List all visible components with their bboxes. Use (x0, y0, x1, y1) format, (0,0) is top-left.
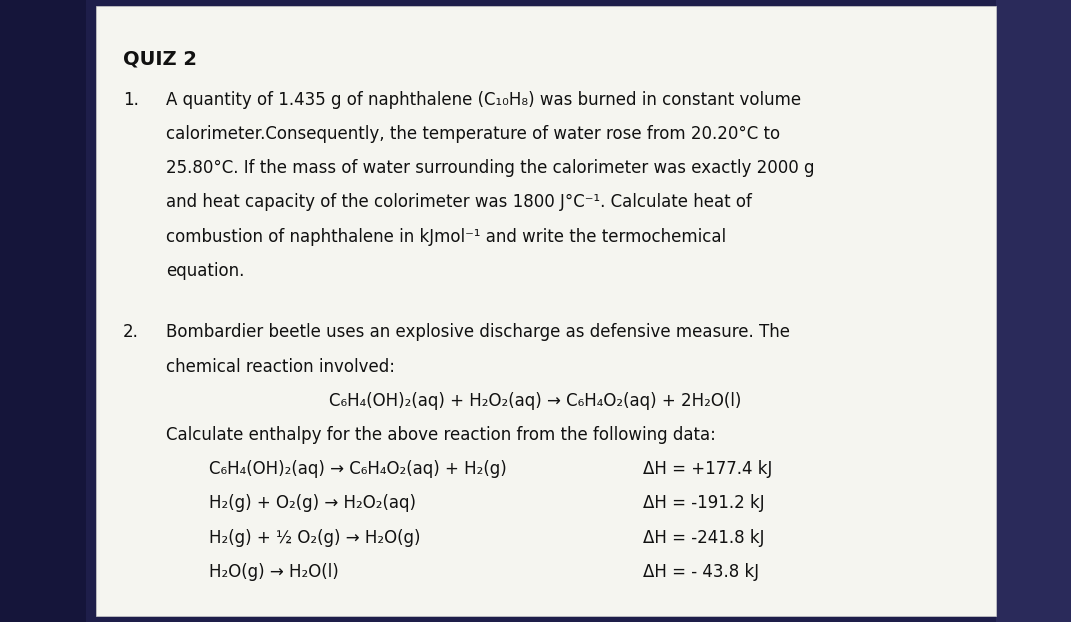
Text: C₆H₄(OH)₂(aq) → C₆H₄O₂(aq) + H₂(g): C₆H₄(OH)₂(aq) → C₆H₄O₂(aq) + H₂(g) (209, 460, 507, 478)
Text: Bombardier beetle uses an explosive discharge as defensive measure. The: Bombardier beetle uses an explosive disc… (166, 323, 790, 341)
Polygon shape (0, 0, 86, 622)
Text: A quantity of 1.435 g of naphthalene (C₁₀H₈) was burned in constant volume: A quantity of 1.435 g of naphthalene (C₁… (166, 91, 801, 109)
Text: ΔH = - 43.8 kJ: ΔH = - 43.8 kJ (643, 563, 758, 581)
Text: combustion of naphthalene in kJmol⁻¹ and write the termochemical: combustion of naphthalene in kJmol⁻¹ and… (166, 228, 726, 246)
Text: ΔH = -191.2 kJ: ΔH = -191.2 kJ (643, 494, 765, 513)
Text: chemical reaction involved:: chemical reaction involved: (166, 358, 395, 376)
Text: 2.: 2. (123, 323, 139, 341)
Text: and heat capacity of the colorimeter was 1800 J°C⁻¹. Calculate heat of: and heat capacity of the colorimeter was… (166, 193, 752, 211)
Text: calorimeter.Consequently, the temperature of water rose from 20.20°C to: calorimeter.Consequently, the temperatur… (166, 125, 780, 143)
Text: H₂(g) + ½ O₂(g) → H₂O(g): H₂(g) + ½ O₂(g) → H₂O(g) (209, 529, 420, 547)
Polygon shape (996, 0, 1071, 622)
Text: 25.80°C. If the mass of water surrounding the calorimeter was exactly 2000 g: 25.80°C. If the mass of water surroundin… (166, 159, 815, 177)
FancyBboxPatch shape (96, 6, 996, 616)
Text: H₂(g) + O₂(g) → H₂O₂(aq): H₂(g) + O₂(g) → H₂O₂(aq) (209, 494, 416, 513)
Text: ΔH = -241.8 kJ: ΔH = -241.8 kJ (643, 529, 764, 547)
Text: 1.: 1. (123, 91, 139, 109)
Text: Calculate enthalpy for the above reaction from the following data:: Calculate enthalpy for the above reactio… (166, 426, 715, 444)
Text: ΔH = +177.4 kJ: ΔH = +177.4 kJ (643, 460, 772, 478)
Text: C₆H₄(OH)₂(aq) + H₂O₂(aq) → C₆H₄O₂(aq) + 2H₂O(l): C₆H₄(OH)₂(aq) + H₂O₂(aq) → C₆H₄O₂(aq) + … (329, 392, 742, 410)
Text: QUIZ 2: QUIZ 2 (123, 50, 197, 69)
Text: H₂O(g) → H₂O(l): H₂O(g) → H₂O(l) (209, 563, 338, 581)
Text: equation.: equation. (166, 262, 244, 280)
